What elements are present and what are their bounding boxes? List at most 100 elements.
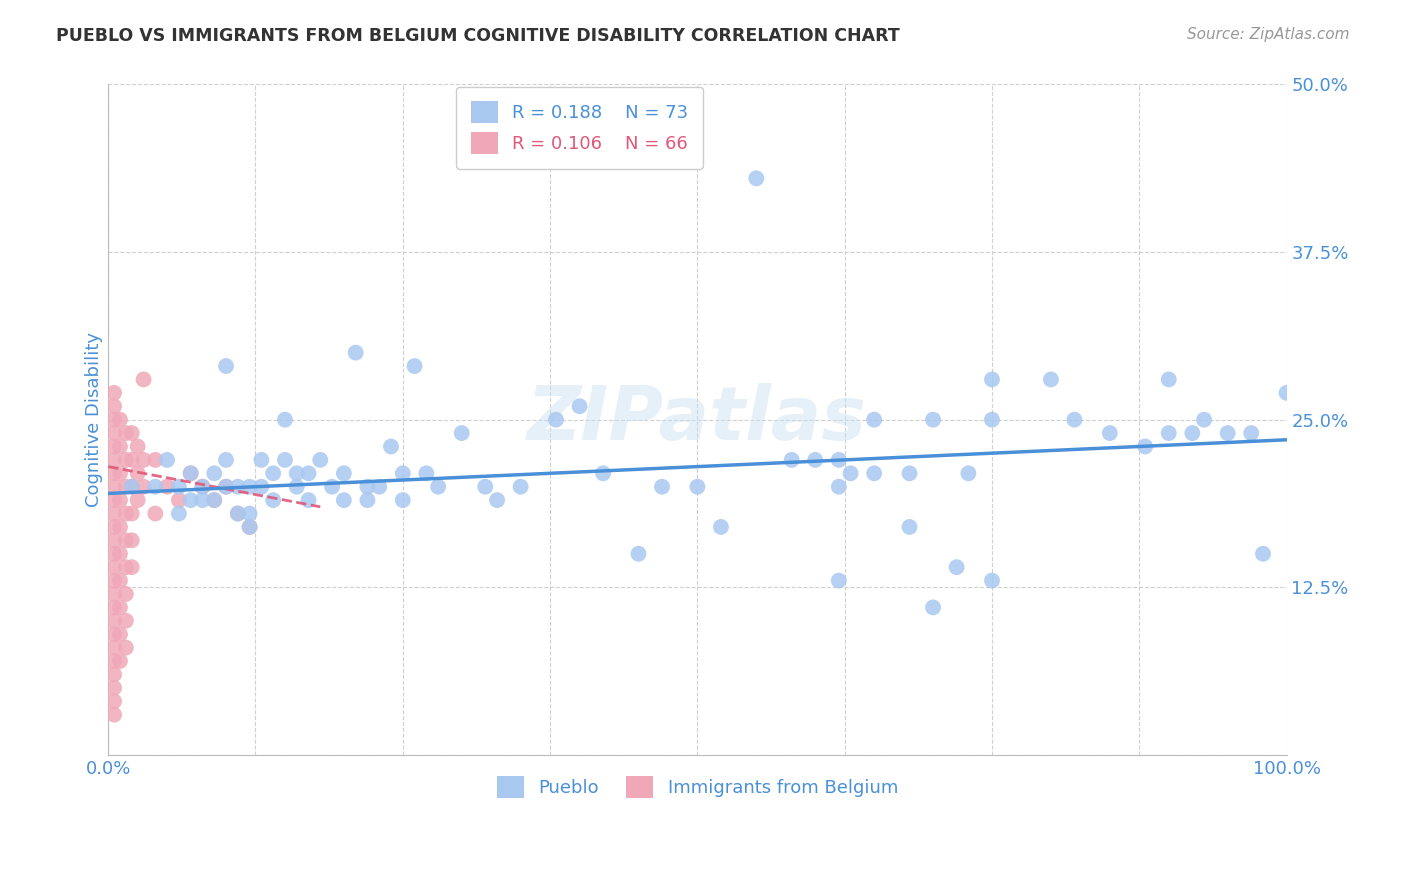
Point — [103, 707, 125, 722]
Point — [391, 467, 413, 481]
Point — [121, 507, 143, 521]
Point — [356, 480, 378, 494]
Point — [121, 533, 143, 548]
Point — [103, 440, 125, 454]
Point — [115, 614, 138, 628]
Point — [898, 520, 921, 534]
Point — [127, 467, 149, 481]
Point — [780, 453, 803, 467]
Point — [922, 600, 945, 615]
Point — [427, 480, 450, 494]
Point — [167, 507, 190, 521]
Point — [180, 493, 202, 508]
Point — [121, 426, 143, 441]
Point — [863, 467, 886, 481]
Point — [1275, 385, 1298, 400]
Point — [108, 600, 131, 615]
Point — [143, 453, 166, 467]
Point — [215, 359, 238, 373]
Point — [103, 533, 125, 548]
Point — [103, 667, 125, 681]
Point — [333, 493, 356, 508]
Point — [103, 694, 125, 708]
Point — [103, 547, 125, 561]
Point — [828, 480, 851, 494]
Point — [592, 467, 614, 481]
Point — [226, 480, 249, 494]
Point — [1181, 426, 1204, 441]
Point — [108, 654, 131, 668]
Point — [191, 493, 214, 508]
Point — [344, 345, 367, 359]
Point — [103, 412, 125, 426]
Point — [215, 480, 238, 494]
Point — [103, 640, 125, 655]
Point — [108, 520, 131, 534]
Point — [474, 480, 496, 494]
Point — [103, 453, 125, 467]
Point — [804, 453, 827, 467]
Point — [380, 440, 402, 454]
Point — [115, 507, 138, 521]
Point — [202, 493, 225, 508]
Point — [103, 587, 125, 601]
Point — [121, 480, 143, 494]
Point — [121, 480, 143, 494]
Point — [103, 520, 125, 534]
Text: PUEBLO VS IMMIGRANTS FROM BELGIUM COGNITIVE DISABILITY CORRELATION CHART: PUEBLO VS IMMIGRANTS FROM BELGIUM COGNIT… — [56, 27, 900, 45]
Point — [132, 372, 155, 386]
Point — [404, 359, 426, 373]
Point — [627, 547, 650, 561]
Point — [115, 640, 138, 655]
Point — [115, 426, 138, 441]
Point — [297, 493, 319, 508]
Point — [108, 467, 131, 481]
Point — [1098, 426, 1121, 441]
Point — [180, 467, 202, 481]
Point — [686, 480, 709, 494]
Point — [127, 440, 149, 454]
Point — [108, 574, 131, 588]
Point — [143, 480, 166, 494]
Point — [262, 493, 284, 508]
Point — [215, 453, 238, 467]
Point — [226, 507, 249, 521]
Point — [651, 480, 673, 494]
Point — [368, 480, 391, 494]
Point — [1157, 372, 1180, 386]
Point — [115, 453, 138, 467]
Point — [226, 507, 249, 521]
Point — [121, 453, 143, 467]
Point — [103, 385, 125, 400]
Point — [1240, 426, 1263, 441]
Point — [191, 480, 214, 494]
Point — [297, 467, 319, 481]
Point — [391, 493, 413, 508]
Point — [103, 654, 125, 668]
Point — [239, 520, 262, 534]
Point — [274, 453, 297, 467]
Point — [156, 453, 179, 467]
Point — [863, 412, 886, 426]
Text: Source: ZipAtlas.com: Source: ZipAtlas.com — [1187, 27, 1350, 42]
Point — [202, 467, 225, 481]
Point — [115, 533, 138, 548]
Point — [180, 467, 202, 481]
Point — [127, 493, 149, 508]
Point — [828, 453, 851, 467]
Point — [839, 467, 862, 481]
Point — [239, 507, 262, 521]
Point — [103, 627, 125, 641]
Point — [898, 467, 921, 481]
Text: ZIPatlas: ZIPatlas — [527, 384, 868, 456]
Point — [121, 560, 143, 574]
Point — [415, 467, 437, 481]
Point — [509, 480, 531, 494]
Y-axis label: Cognitive Disability: Cognitive Disability — [86, 332, 103, 508]
Point — [156, 480, 179, 494]
Point — [103, 467, 125, 481]
Point — [103, 493, 125, 508]
Point — [132, 453, 155, 467]
Point — [167, 493, 190, 508]
Point — [957, 467, 980, 481]
